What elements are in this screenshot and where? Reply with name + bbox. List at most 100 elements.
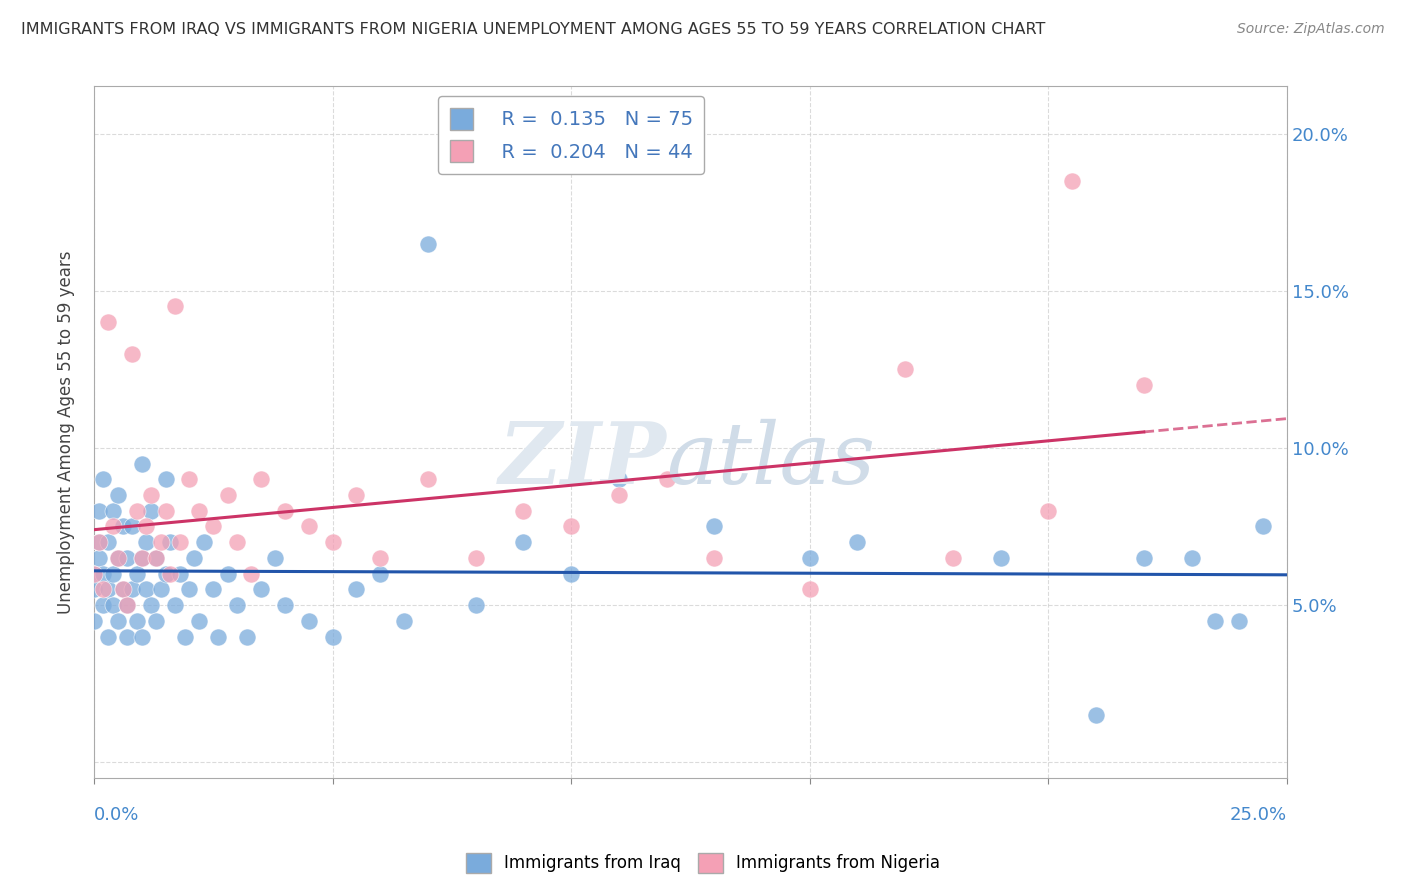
- Point: [235, 630, 257, 644]
- Point: [165, 300, 187, 314]
- Point: [93, 582, 115, 597]
- Point: [135, 535, 157, 549]
- Point: [101, 598, 124, 612]
- Point: [322, 630, 344, 644]
- Point: [97, 582, 120, 597]
- Point: [101, 504, 124, 518]
- Point: [87, 535, 110, 549]
- Point: [179, 582, 201, 597]
- Point: [131, 550, 153, 565]
- Point: [1227, 614, 1250, 628]
- Point: [87, 504, 110, 518]
- Point: [141, 504, 163, 518]
- Point: [1062, 174, 1084, 188]
- Point: [226, 598, 249, 612]
- Point: [87, 550, 110, 565]
- Point: [217, 566, 239, 581]
- Point: [93, 598, 115, 612]
- Point: [250, 582, 273, 597]
- Point: [703, 519, 725, 533]
- Legend:   R =  0.135   N = 75,   R =  0.204   N = 44: R = 0.135 N = 75, R = 0.204 N = 44: [437, 96, 704, 174]
- Point: [83, 566, 105, 581]
- Text: atlas: atlas: [666, 418, 876, 501]
- Point: [83, 614, 105, 628]
- Point: [368, 550, 391, 565]
- Point: [131, 550, 153, 565]
- Point: [846, 535, 869, 549]
- Point: [560, 519, 582, 533]
- Point: [368, 566, 391, 581]
- Point: [87, 535, 110, 549]
- Point: [202, 519, 225, 533]
- Point: [159, 535, 181, 549]
- Point: [121, 582, 143, 597]
- Point: [97, 535, 120, 549]
- Point: [125, 566, 148, 581]
- Y-axis label: Unemployment Among Ages 55 to 59 years: Unemployment Among Ages 55 to 59 years: [58, 251, 75, 614]
- Point: [226, 535, 249, 549]
- Point: [217, 488, 239, 502]
- Point: [250, 472, 273, 486]
- Point: [322, 535, 344, 549]
- Point: [703, 550, 725, 565]
- Point: [799, 582, 821, 597]
- Point: [111, 582, 134, 597]
- Point: [298, 614, 321, 628]
- Point: [942, 550, 965, 565]
- Point: [1251, 519, 1274, 533]
- Point: [97, 630, 120, 644]
- Point: [141, 488, 163, 502]
- Point: [83, 566, 105, 581]
- Point: [990, 550, 1012, 565]
- Point: [155, 504, 177, 518]
- Point: [145, 550, 167, 565]
- Point: [1180, 550, 1202, 565]
- Point: [264, 550, 287, 565]
- Point: [274, 598, 297, 612]
- Point: [93, 472, 115, 486]
- Point: [101, 566, 124, 581]
- Point: [159, 566, 181, 581]
- Point: [117, 598, 139, 612]
- Point: [512, 504, 534, 518]
- Point: [149, 582, 172, 597]
- Point: [298, 519, 321, 533]
- Point: [1038, 504, 1060, 518]
- Point: [607, 472, 630, 486]
- Text: Source: ZipAtlas.com: Source: ZipAtlas.com: [1237, 22, 1385, 37]
- Point: [111, 582, 134, 597]
- Point: [274, 504, 297, 518]
- Point: [344, 582, 367, 597]
- Point: [117, 630, 139, 644]
- Text: 0.0%: 0.0%: [94, 805, 139, 823]
- Point: [416, 472, 439, 486]
- Point: [155, 472, 177, 486]
- Point: [121, 346, 143, 360]
- Point: [512, 535, 534, 549]
- Point: [179, 472, 201, 486]
- Text: ZIP: ZIP: [499, 418, 666, 501]
- Point: [202, 582, 225, 597]
- Point: [117, 598, 139, 612]
- Point: [1133, 550, 1156, 565]
- Point: [125, 504, 148, 518]
- Point: [1085, 708, 1108, 723]
- Point: [894, 362, 917, 376]
- Point: [169, 566, 191, 581]
- Point: [141, 598, 163, 612]
- Point: [107, 550, 129, 565]
- Point: [145, 550, 167, 565]
- Point: [135, 519, 157, 533]
- Point: [165, 598, 187, 612]
- Point: [240, 566, 263, 581]
- Point: [169, 535, 191, 549]
- Point: [173, 630, 195, 644]
- Point: [560, 566, 582, 581]
- Point: [1204, 614, 1226, 628]
- Point: [799, 550, 821, 565]
- Point: [187, 614, 209, 628]
- Point: [464, 598, 486, 612]
- Point: [131, 630, 153, 644]
- Point: [145, 614, 167, 628]
- Point: [121, 519, 143, 533]
